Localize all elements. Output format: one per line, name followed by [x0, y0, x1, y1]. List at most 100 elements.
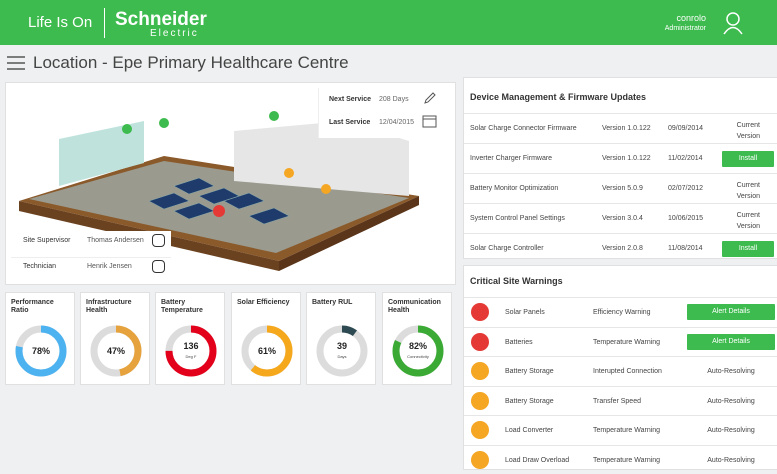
gauge-value: 136: [183, 341, 198, 351]
contact-name: Thomas Andersen: [87, 237, 144, 244]
warning-row: Solar Panels Efficiency Warning Alert Deta…: [464, 297, 777, 327]
site-panel: Next Service 208 Days Last Service 12/04…: [5, 82, 456, 285]
kpi-title: Battery Temperature: [161, 299, 223, 315]
warning-icon: [471, 303, 489, 321]
device-name: Solar Charge Controller: [470, 245, 544, 252]
contact-name: Henrik Jensen: [87, 263, 132, 270]
device-row: Battery Monitor Optimization Version 5.0.…: [464, 173, 777, 203]
warning-issue: Temperature Warning: [593, 339, 660, 346]
warning-row: Load Draw Overload Temperature Warning Aut…: [464, 445, 777, 474]
device-version: Version 2.0.8: [602, 245, 643, 252]
device-date: 11/08/2014: [668, 245, 703, 252]
gauge-track: [320, 329, 364, 373]
next-service-value: 208 Days: [379, 96, 409, 103]
kpi-card: Communication Health 82% Connectivity: [382, 292, 452, 385]
device-version: Version 1.0.122: [602, 125, 651, 132]
device-row: Inverter Charger Firmware Version 1.0.122…: [464, 143, 777, 173]
device-status: Current Version: [722, 180, 760, 202]
warnings-card: Critical Site Warnings Solar Panels Effic…: [463, 265, 777, 470]
warning-issue: Interupted Connection: [593, 368, 662, 375]
kpi-card: Infrastructure Health 47%: [80, 292, 150, 385]
device-title: Device Management & Firmware Updates: [470, 92, 646, 102]
gauge-unit: Deg F: [186, 354, 197, 359]
warning-item: Load Draw Overload: [505, 457, 569, 464]
device-date: 09/09/2014: [668, 125, 703, 132]
skype-icon[interactable]: [152, 260, 165, 273]
gauge-unit: Days: [337, 354, 346, 359]
kpi-card: Solar Efficiency 61%: [231, 292, 301, 385]
device-version: Version 1.0.122: [602, 155, 651, 162]
warning-item: Load Converter: [505, 427, 553, 434]
warning-status: Auto-Resolving: [687, 398, 775, 405]
contact-role: Site Supervisor: [23, 237, 70, 244]
next-service-label: Next Service: [329, 96, 371, 103]
calendar-icon[interactable]: [422, 114, 437, 128]
contact-role: Technician: [23, 263, 56, 270]
warning-item: Battery Storage: [505, 398, 554, 405]
header: Life Is On Schneider Electric conrolo Ad…: [0, 0, 777, 45]
warning-status: Auto-Resolving: [687, 457, 775, 464]
warnings-title: Critical Site Warnings: [470, 276, 563, 286]
gauge-value: 47%: [107, 346, 125, 356]
user-icon[interactable]: [722, 11, 744, 35]
tagline: Life Is On: [28, 14, 92, 31]
warning-row: Load Converter Temperature Warning Auto-Re…: [464, 415, 777, 445]
device-name: Solar Charge Connector Firmware: [470, 125, 577, 132]
device-version: Version 3.0.4: [602, 215, 643, 222]
warning-issue: Temperature Warning: [593, 457, 660, 464]
edit-icon[interactable]: [423, 91, 437, 105]
device-date: 10/06/2015: [668, 215, 703, 222]
kpi-title: Solar Efficiency: [237, 299, 299, 307]
device-date: 11/02/2014: [668, 155, 703, 162]
kpi-title: Communication Health: [388, 299, 450, 315]
warning-row: Batteries Temperature Warning Alert Detail…: [464, 327, 777, 357]
warning-issue: Temperature Warning: [593, 427, 660, 434]
kpi-title: Infrastructure Health: [86, 299, 148, 315]
device-name: Inverter Charger Firmware: [470, 155, 552, 162]
warning-item: Solar Panels: [505, 309, 545, 316]
alert-button[interactable]: Alert Details: [687, 334, 775, 350]
warning-icon: [471, 392, 489, 410]
kpi-gauge: 39 Days: [307, 323, 377, 383]
device-name: System Control Panel Settings: [470, 215, 565, 222]
warning-icon: [471, 333, 489, 351]
user-role: Administrator: [640, 25, 706, 32]
warning-issue: Transfer Speed: [593, 398, 641, 405]
brand-sub: Electric: [150, 28, 199, 39]
gauge-value: 82%: [409, 341, 427, 351]
last-service-label: Last Service: [329, 119, 370, 126]
device-row: Solar Charge Controller Version 2.0.8 11/0…: [464, 233, 777, 263]
device-row: Solar Charge Connector Firmware Version 1…: [464, 113, 777, 143]
kpi-gauge: 82% Connectivity: [383, 323, 453, 383]
gauge-value: 39: [337, 341, 347, 351]
kpi-card: Battery Temperature 136 Deg F: [155, 292, 225, 385]
user-name[interactable]: conrolo: [640, 13, 706, 23]
device-name: Battery Monitor Optimization: [470, 185, 558, 192]
warning-icon: [471, 421, 489, 439]
warning-item: Batteries: [505, 339, 533, 346]
alert-button[interactable]: Alert Details: [687, 304, 775, 320]
kpi-title: Battery RUL: [312, 299, 374, 307]
warning-issue: Efficiency Warning: [593, 309, 651, 316]
page-title: Location - Epe Primary Healthcare Centre: [33, 53, 349, 73]
warning-status: Auto-Resolving: [687, 427, 775, 434]
install-button[interactable]: Install: [722, 151, 774, 167]
kpi-gauge: 47%: [81, 323, 151, 383]
last-service-value: 12/04/2015: [379, 119, 414, 126]
kpi-gauge: 78%: [6, 323, 76, 383]
divider: [11, 257, 171, 258]
kpi-gauge: 136 Deg F: [156, 323, 226, 383]
kpi-gauge: 61%: [232, 323, 302, 383]
device-status: Current Version: [722, 210, 760, 232]
menu-icon[interactable]: [7, 55, 25, 71]
device-row: System Control Panel Settings Version 3.0…: [464, 203, 777, 233]
device-date: 02/07/2012: [668, 185, 703, 192]
device-card: Device Management & Firmware Updates Sol…: [463, 77, 777, 259]
gauge-unit: Connectivity: [407, 354, 429, 359]
install-button[interactable]: Install: [722, 241, 774, 257]
device-version: Version 5.0.9: [602, 185, 643, 192]
skype-icon[interactable]: [152, 234, 165, 247]
device-status: Current Version: [722, 120, 760, 142]
